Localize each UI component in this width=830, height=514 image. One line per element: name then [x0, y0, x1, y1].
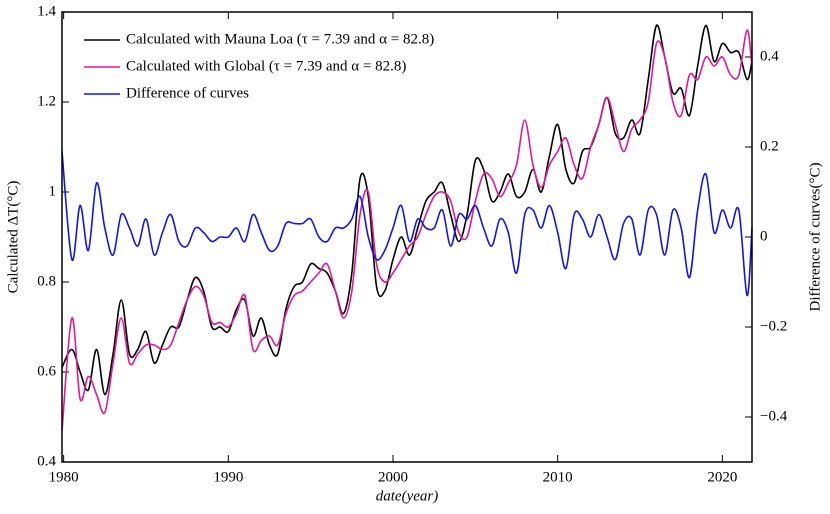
legend-label: Calculated with Mauna Loa (τ = 7.39 and … — [126, 31, 434, 47]
x-axis-label: date(year) — [376, 488, 438, 504]
y-tick-label: 0.8 — [37, 273, 56, 289]
x-tick-label: 2010 — [543, 469, 573, 485]
plot-frame — [61, 11, 753, 463]
series-line — [61, 24, 753, 396]
y2-tick-label: −0.2 — [760, 318, 787, 334]
y-tick-label: 1.2 — [37, 93, 56, 109]
y2-tick-label: 0.2 — [760, 138, 779, 154]
x-tick-label: 2000 — [378, 469, 408, 485]
y2-axis-label: Difference of curves(°C) — [807, 163, 823, 312]
x-tick-label: 1980 — [49, 469, 79, 485]
y2-tick-label: 0 — [760, 228, 768, 244]
y-tick-label: 0.6 — [37, 363, 56, 379]
y-tick-label: 1.4 — [37, 3, 56, 19]
legend-label: Difference of curves — [126, 85, 249, 101]
x-tick-label: 1990 — [213, 469, 243, 485]
series-line — [61, 29, 753, 431]
y2-tick-label: −0.4 — [760, 408, 788, 424]
y2-tick-label: 0.4 — [760, 48, 779, 64]
y-tick-label: 0.4 — [37, 453, 56, 469]
y-tick-label: 1 — [49, 183, 57, 199]
y-axis-label: Calculated ΔT(°C) — [5, 181, 21, 294]
legend-label: Calculated with Global (τ = 7.39 and α =… — [126, 58, 406, 74]
series-line — [61, 151, 753, 297]
x-tick-label: 2020 — [707, 469, 737, 485]
